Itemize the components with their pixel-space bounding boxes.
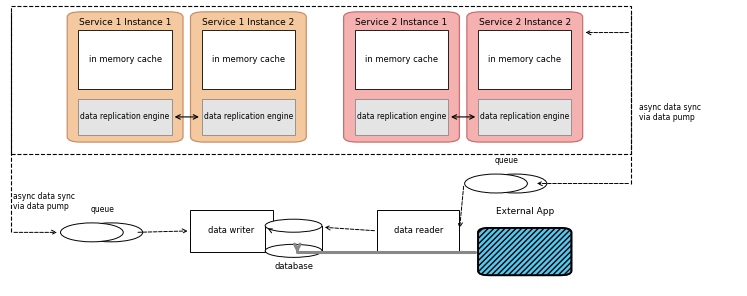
Text: Service 1 Instance 1: Service 1 Instance 1 [79, 18, 171, 27]
Text: data replication engine: data replication engine [357, 112, 446, 121]
FancyBboxPatch shape [355, 30, 448, 89]
Text: in memory cache: in memory cache [489, 55, 561, 64]
Text: in memory cache: in memory cache [89, 55, 161, 64]
Ellipse shape [484, 174, 547, 193]
Text: data replication engine: data replication engine [204, 112, 293, 121]
Ellipse shape [80, 223, 143, 242]
FancyBboxPatch shape [67, 12, 183, 142]
Ellipse shape [265, 219, 322, 232]
FancyBboxPatch shape [478, 228, 571, 275]
FancyBboxPatch shape [190, 210, 273, 252]
Text: External App: External App [496, 207, 554, 216]
Text: data writer: data writer [208, 226, 255, 235]
Text: database: database [274, 262, 313, 271]
FancyBboxPatch shape [344, 12, 459, 142]
Text: data replication engine: data replication engine [480, 112, 569, 121]
FancyBboxPatch shape [355, 99, 448, 135]
Text: queue: queue [495, 156, 518, 165]
FancyBboxPatch shape [78, 30, 172, 89]
Text: Service 1 Instance 2: Service 1 Instance 2 [202, 18, 294, 27]
Text: async data sync
via data pump: async data sync via data pump [639, 103, 701, 122]
Text: async data sync
via data pump: async data sync via data pump [13, 192, 75, 211]
Text: in memory cache: in memory cache [365, 55, 438, 64]
Text: data replication engine: data replication engine [81, 112, 170, 121]
Text: Service 2 Instance 2: Service 2 Instance 2 [479, 18, 571, 27]
Text: data reader: data reader [394, 226, 443, 235]
FancyBboxPatch shape [377, 210, 459, 252]
FancyBboxPatch shape [478, 99, 571, 135]
Text: in memory cache: in memory cache [212, 55, 285, 64]
FancyBboxPatch shape [478, 30, 571, 89]
Text: Service 2 Instance 1: Service 2 Instance 1 [356, 18, 447, 27]
FancyBboxPatch shape [78, 99, 172, 135]
FancyBboxPatch shape [202, 30, 295, 89]
FancyBboxPatch shape [467, 12, 583, 142]
Ellipse shape [61, 223, 123, 242]
Ellipse shape [265, 244, 322, 257]
Text: queue: queue [90, 205, 114, 214]
Ellipse shape [465, 174, 527, 193]
FancyBboxPatch shape [190, 12, 306, 142]
Bar [265, 226, 322, 251]
FancyBboxPatch shape [202, 99, 295, 135]
